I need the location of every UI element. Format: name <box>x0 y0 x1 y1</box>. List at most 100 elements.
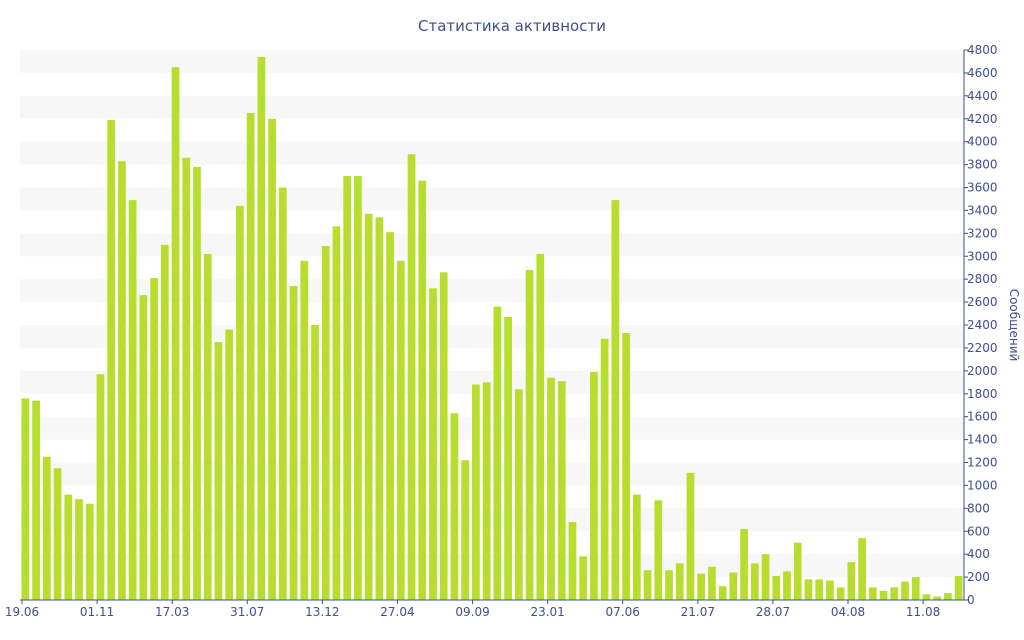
bar <box>911 577 920 600</box>
bar <box>772 575 781 600</box>
grid-band <box>20 95 964 119</box>
bar <box>525 270 534 600</box>
y-tick-label: 1200 <box>967 456 998 470</box>
y-tick-label: 2600 <box>967 295 998 309</box>
grid-band <box>20 233 964 257</box>
grid-band <box>20 462 964 486</box>
bar <box>118 161 126 601</box>
grid-band <box>20 325 964 348</box>
bar <box>826 580 834 600</box>
x-tick-label: 23.01 <box>530 605 564 619</box>
x-tick-label: 31.07 <box>230 605 264 619</box>
bar <box>450 413 459 600</box>
x-tick-label: 27.04 <box>380 605 414 619</box>
bar <box>622 333 630 600</box>
bar <box>750 563 759 600</box>
y-tick-label: 400 <box>967 547 990 561</box>
y-tick-label: 4200 <box>967 112 998 126</box>
bar <box>815 579 824 600</box>
bar <box>879 590 888 600</box>
x-tick-label: 01.11 <box>80 605 114 619</box>
bar <box>514 389 523 600</box>
grid-band <box>20 370 964 394</box>
bar <box>868 587 877 600</box>
bar <box>321 245 330 600</box>
bar <box>300 260 309 600</box>
y-tick-label: 3400 <box>967 203 998 217</box>
bar <box>665 570 673 600</box>
bar <box>182 157 191 601</box>
bar <box>643 570 652 600</box>
bar <box>504 316 512 600</box>
bar <box>944 593 952 600</box>
x-tick-label: 17.03 <box>155 605 189 619</box>
bar <box>793 542 802 600</box>
bar <box>836 587 845 600</box>
y-tick-label: 0 <box>967 593 975 607</box>
grid-band <box>20 279 964 303</box>
bar <box>590 371 598 600</box>
bar <box>203 253 212 601</box>
bar <box>150 278 158 600</box>
bar <box>740 528 748 600</box>
bar <box>257 56 266 600</box>
bar <box>472 384 480 600</box>
y-tick-label: 600 <box>967 524 990 538</box>
x-tick-label: 21.07 <box>681 605 715 619</box>
y-tick-label: 3000 <box>967 249 998 263</box>
bar <box>236 205 244 601</box>
grid-band <box>20 554 964 578</box>
bar <box>901 581 909 600</box>
bar <box>729 572 738 600</box>
bar <box>675 563 684 600</box>
bar <box>343 176 352 600</box>
y-tick-label: 1400 <box>967 433 998 447</box>
bar <box>600 338 609 600</box>
bar <box>332 226 341 601</box>
y-tick-label: 2400 <box>967 318 998 332</box>
bar <box>858 538 866 600</box>
bar <box>21 398 30 600</box>
y-tick-label: 1000 <box>967 478 998 492</box>
bar <box>96 374 105 600</box>
grid-band <box>20 416 964 440</box>
bar <box>482 382 491 600</box>
bar <box>429 288 437 600</box>
bar <box>354 176 362 600</box>
bar <box>708 566 716 600</box>
x-axis-ticks: 19.06 01.11 17.03 31.07 13.12 27.04 09.09 23.01… <box>5 600 940 619</box>
y-tick-label: 2200 <box>967 341 998 355</box>
y-tick-label: 3600 <box>967 181 998 195</box>
bar <box>611 200 620 600</box>
bar <box>418 180 427 600</box>
bar <box>289 286 298 600</box>
y-axis-label: Сообщений <box>1007 289 1021 362</box>
bar <box>53 468 62 600</box>
y-tick-label: 4000 <box>967 135 998 149</box>
bar <box>461 460 470 600</box>
bar <box>547 377 555 600</box>
bar <box>847 562 856 600</box>
grid-band <box>20 187 964 211</box>
bar <box>364 213 373 600</box>
grid-bands <box>20 50 964 578</box>
bar <box>761 554 770 600</box>
bar <box>64 494 73 600</box>
y-tick-label: 4800 <box>967 43 998 57</box>
bar <box>439 272 448 600</box>
bar <box>268 118 276 600</box>
grid-band <box>20 50 964 73</box>
bar <box>697 573 706 600</box>
bar <box>493 306 502 600</box>
x-tick-label: 28.07 <box>756 605 790 619</box>
y-tick-label: 3200 <box>967 226 998 240</box>
bar <box>107 119 116 600</box>
bar <box>139 295 148 600</box>
bar <box>386 232 394 600</box>
y-tick-label: 3800 <box>967 158 998 172</box>
y-tick-label: 1800 <box>967 387 998 401</box>
y-tick-label: 2000 <box>967 364 998 378</box>
bar <box>214 342 223 600</box>
bar <box>75 499 83 600</box>
